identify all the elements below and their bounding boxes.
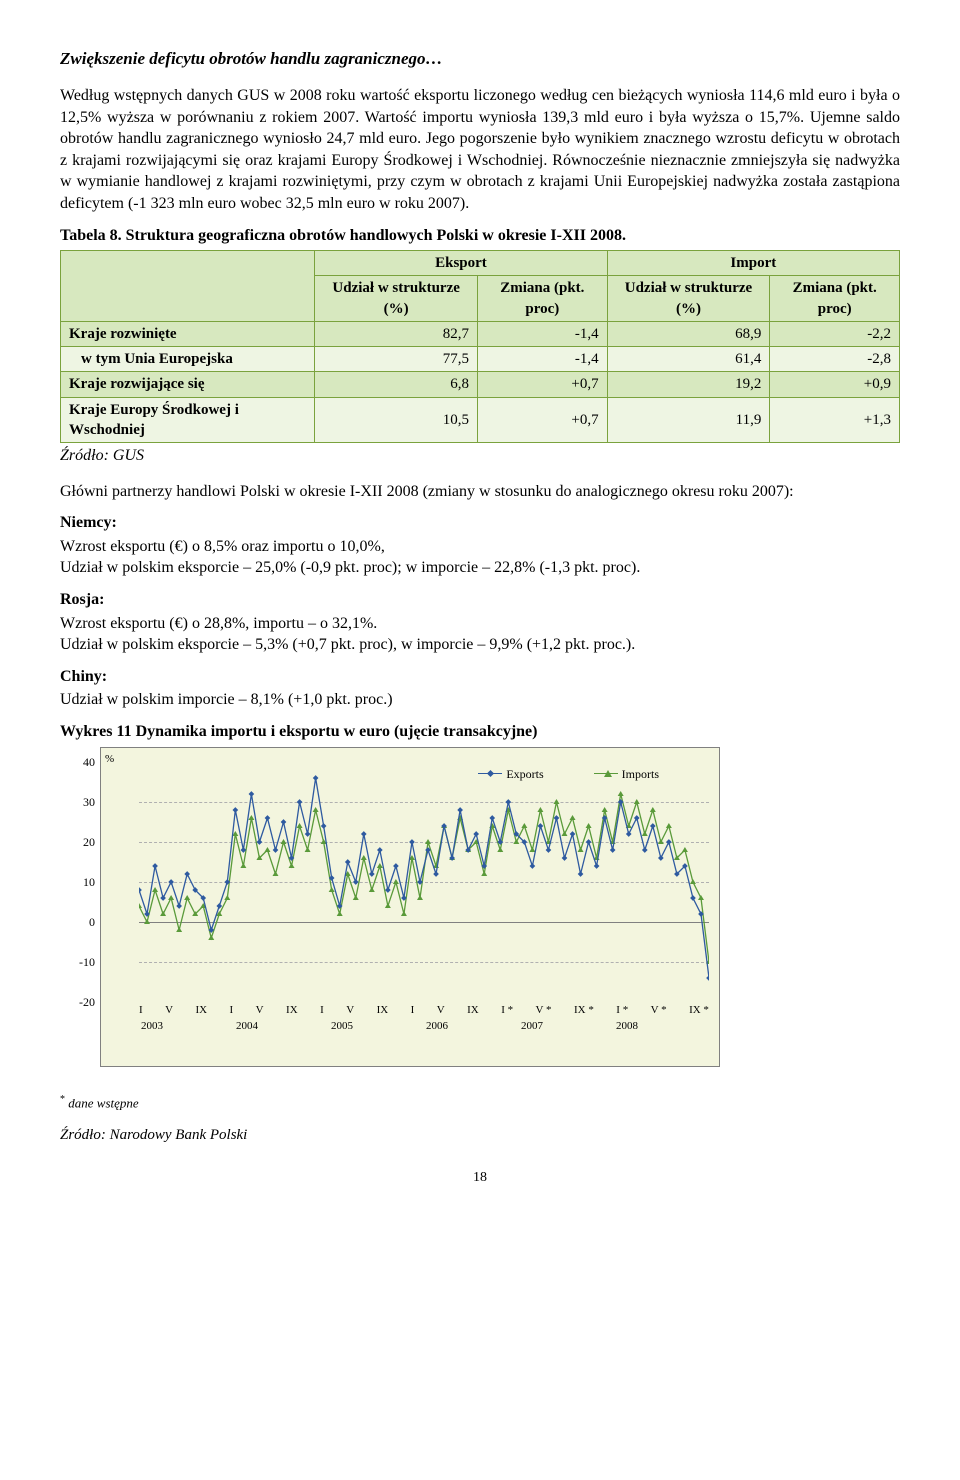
chart-x-month: V: [256, 1003, 264, 1018]
col-import: Import: [607, 251, 899, 276]
chart-x-month: I *: [616, 1003, 628, 1018]
chart-x-month: I: [230, 1003, 234, 1018]
chart-11: % 403020100-10-20 Exports Imports IVIXIV…: [100, 747, 720, 1067]
chart-x-year: 2006: [424, 1019, 519, 1034]
chart-x-month: IX: [377, 1003, 389, 1018]
chart-y-tick: 10: [71, 874, 95, 890]
niemcy-heading: Niemcy:: [60, 512, 900, 534]
section-heading: Zwiększenie deficytu obrotów handlu zagr…: [60, 48, 900, 71]
chart-x-months: I V IX I V IX I V IX I V IX I * V * IX * I * V * IX *: [139, 1003, 709, 1018]
chart-x-month: IX: [467, 1003, 479, 1018]
chiny-heading: Chiny:: [60, 666, 900, 688]
chart-y-tick: 40: [71, 754, 95, 770]
table-cell: 82,7: [315, 321, 478, 346]
col-zmiana-1: Zmiana (pkt. proc): [478, 276, 608, 322]
chiny-line-1: Udział w polskim imporcie – 8,1% (+1,0 p…: [60, 689, 900, 711]
table-cell: 77,5: [315, 347, 478, 372]
table-cell: -2,8: [770, 347, 900, 372]
paragraph-2: Główni partnerzy handlowi Polski w okres…: [60, 481, 900, 503]
chart-x-years: 200320042005200620072008: [139, 1019, 709, 1034]
table-cell: 68,9: [607, 321, 770, 346]
chart-x-month: I: [139, 1003, 143, 1018]
chart-x-month: IX: [196, 1003, 208, 1018]
table-cell: +0,7: [478, 372, 608, 397]
chart-x-month: I: [320, 1003, 324, 1018]
row-label: Kraje rozwijające się: [61, 372, 315, 397]
chart-x-month: V *: [536, 1003, 552, 1018]
rosja-line-1: Wzrost eksportu (€) o 28,8%, importu – o…: [60, 613, 900, 635]
paragraph-1: Według wstępnych danych GUS w 2008 roku …: [60, 85, 900, 215]
chart-x-month: IX *: [689, 1003, 709, 1018]
col-udzial-1: Udział w strukturze (%): [315, 276, 478, 322]
table-cell: 19,2: [607, 372, 770, 397]
row-label: Kraje rozwinięte: [61, 321, 315, 346]
chart-x-month: V: [346, 1003, 354, 1018]
table-cell: 10,5: [315, 397, 478, 443]
chart-x-month: I *: [501, 1003, 513, 1018]
chart-y-tick: 30: [71, 794, 95, 810]
col-eksport: Eksport: [315, 251, 607, 276]
chart-x-month: IX: [286, 1003, 298, 1018]
chart-x-month: V *: [651, 1003, 667, 1018]
chart-y-tick: 0: [71, 914, 95, 930]
chart-x-year: 2007: [519, 1019, 614, 1034]
table-cell: -1,4: [478, 347, 608, 372]
niemcy-line-2: Udział w polskim eksporcie – 25,0% (-0,9…: [60, 557, 900, 579]
chart-y-tick: -10: [71, 954, 95, 970]
chart-footnote: * dane wstępne: [60, 1093, 900, 1112]
rosja-heading: Rosja:: [60, 589, 900, 611]
table-row: Kraje rozwinięte82,7-1,468,9-2,2: [61, 321, 900, 346]
chart-lines: [139, 762, 709, 1002]
chart-11-title: Wykres 11 Dynamika importu i eksportu w …: [60, 721, 900, 743]
table-cell: 11,9: [607, 397, 770, 443]
chart-x-year: 2005: [329, 1019, 424, 1034]
chart-x-year: 2003: [139, 1019, 234, 1034]
table-cell: 61,4: [607, 347, 770, 372]
chart-y-unit: %: [105, 752, 114, 767]
table-cell: -2,2: [770, 321, 900, 346]
chart-x-year: 2004: [234, 1019, 329, 1034]
table-row: Kraje rozwijające się6,8+0,719,2+0,9: [61, 372, 900, 397]
row-label: w tym Unia Europejska: [61, 347, 315, 372]
table-row: Kraje Europy Środkowej i Wschodniej10,5+…: [61, 397, 900, 443]
chart-source: Źródło: Narodowy Bank Polski: [60, 1125, 900, 1145]
table-row: w tym Unia Europejska77,5-1,461,4-2,8: [61, 347, 900, 372]
table-8-title: Tabela 8. Struktura geograficzna obrotów…: [60, 225, 900, 247]
table-cell: +1,3: [770, 397, 900, 443]
table-cell: 6,8: [315, 372, 478, 397]
table-cell: +0,9: [770, 372, 900, 397]
rosja-line-2: Udział w polskim eksporcie – 5,3% (+0,7 …: [60, 634, 900, 656]
col-zmiana-2: Zmiana (pkt. proc): [770, 276, 900, 322]
table-cell: -1,4: [478, 321, 608, 346]
table-8: Eksport Import Udział w strukturze (%) Z…: [60, 250, 900, 443]
col-udzial-2: Udział w strukturze (%): [607, 276, 770, 322]
chart-x-month: IX *: [574, 1003, 594, 1018]
chart-x-month: V: [437, 1003, 445, 1018]
chart-x-month: I: [411, 1003, 415, 1018]
table-source: Źródło: GUS: [60, 445, 900, 467]
chart-y-tick: -20: [71, 994, 95, 1010]
page-number: 18: [60, 1169, 900, 1188]
chart-x-year: 2008: [614, 1019, 709, 1034]
chart-y-tick: 20: [71, 834, 95, 850]
row-label: Kraje Europy Środkowej i Wschodniej: [61, 397, 315, 443]
table-cell: +0,7: [478, 397, 608, 443]
chart-x-month: V: [165, 1003, 173, 1018]
niemcy-line-1: Wzrost eksportu (€) o 8,5% oraz importu …: [60, 536, 900, 558]
